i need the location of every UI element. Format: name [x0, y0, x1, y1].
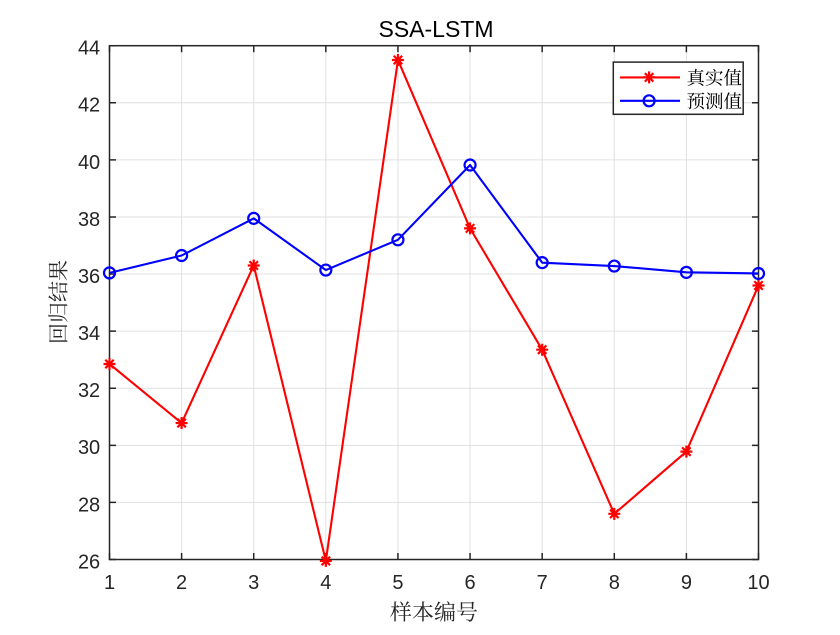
svg-text:5: 5 [392, 572, 403, 594]
svg-text:34: 34 [78, 323, 100, 345]
svg-text:32: 32 [78, 380, 100, 402]
svg-text:38: 38 [78, 209, 100, 231]
svg-text:4: 4 [320, 572, 331, 594]
svg-text:6: 6 [464, 572, 475, 594]
svg-text:42: 42 [78, 95, 100, 117]
svg-text:3: 3 [248, 572, 259, 594]
svg-text:9: 9 [681, 572, 692, 594]
svg-text:26: 26 [78, 551, 100, 573]
svg-text:1: 1 [104, 572, 115, 594]
svg-text:36: 36 [78, 266, 100, 288]
svg-text:2: 2 [176, 572, 187, 594]
svg-text:8: 8 [609, 572, 620, 594]
svg-text:28: 28 [78, 494, 100, 516]
svg-text:40: 40 [78, 152, 100, 174]
svg-text:7: 7 [537, 572, 548, 594]
svg-text:SSA-LSTM: SSA-LSTM [378, 16, 493, 42]
svg-text:10: 10 [747, 572, 769, 594]
svg-text:44: 44 [78, 38, 100, 60]
svg-text:30: 30 [78, 437, 100, 459]
